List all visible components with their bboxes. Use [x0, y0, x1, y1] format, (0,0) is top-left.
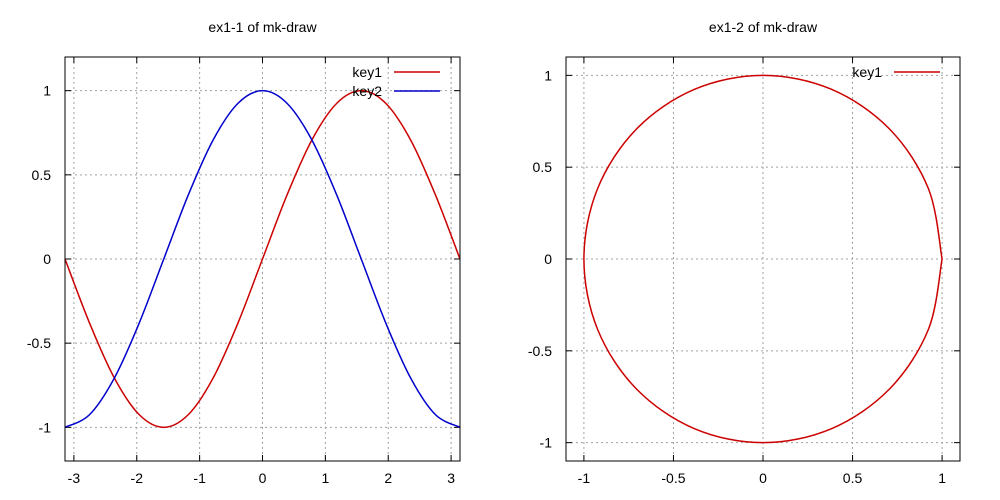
plot-frame	[565, 56, 961, 462]
x-tick-label: 1	[938, 470, 946, 486]
y-tick-label: -0.5	[27, 335, 51, 351]
series-line-key1	[64, 89, 461, 429]
chart-title: ex1-1 of mk-draw	[208, 19, 317, 35]
y-tick-label: 0.5	[533, 159, 553, 175]
x-tick-label: -3	[68, 470, 81, 486]
chart-title: ex1-2 of mk-draw	[709, 19, 818, 35]
series-line-key1	[583, 74, 943, 444]
x-tick-label: 0.5	[843, 470, 863, 486]
x-tick-label: 0	[259, 470, 267, 486]
legend-label-key1: key1	[852, 64, 882, 80]
legend-label-key2: key2	[352, 83, 382, 99]
y-tick-label: 0.5	[32, 167, 52, 183]
y-tick-label: 0	[43, 251, 51, 267]
chart-ex1-2: ex1-2 of mk-draw -1 -0.5 0 0.5 1 -1 -0.5 0 0.5 1 ke…	[528, 19, 961, 486]
legend-label-key1: key1	[352, 64, 382, 80]
x-tick-label: -1	[193, 470, 206, 486]
plot-frame	[64, 56, 461, 462]
y-tick-label: -1	[540, 435, 553, 451]
series-line-key2	[64, 89, 461, 429]
x-tick-label: 2	[384, 470, 392, 486]
x-tick-label: -1	[578, 470, 591, 486]
x-tick-label: -2	[131, 470, 144, 486]
y-tick-label: 1	[544, 67, 552, 83]
y-tick-label: 1	[43, 83, 51, 99]
y-tick-label: -0.5	[528, 343, 552, 359]
y-tick-label: 0	[544, 251, 552, 267]
x-tick-label: 0	[759, 470, 767, 486]
x-tick-label: 3	[447, 470, 455, 486]
chart-ex1-1: ex1-1 of mk-draw -3 -2 -1 0 1 2 3 -1 -0.5 0 0.5 1 key…	[27, 19, 461, 486]
x-tick-label: -0.5	[661, 470, 685, 486]
y-tick-label: -1	[39, 419, 52, 435]
x-tick-label: 1	[321, 470, 329, 486]
